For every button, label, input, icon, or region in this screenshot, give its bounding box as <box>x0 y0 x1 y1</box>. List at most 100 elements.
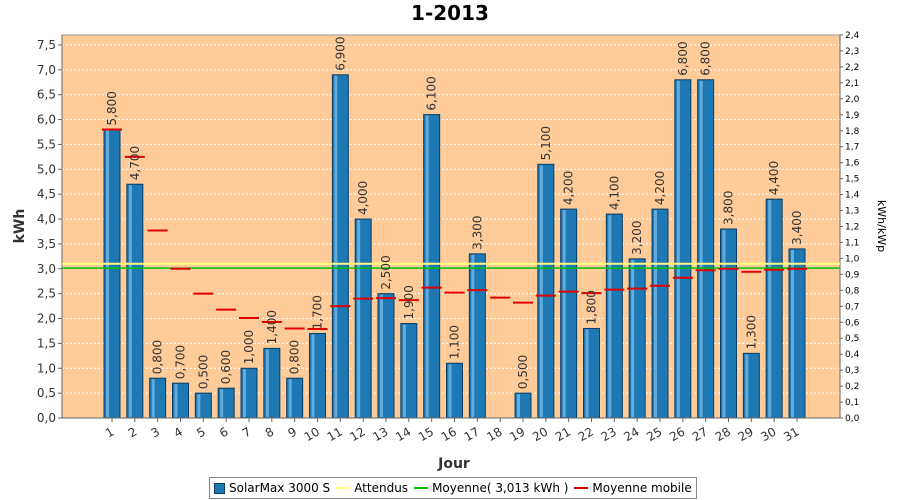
y2-tick-label: 1,5 <box>845 175 859 185</box>
chart-title: 1-2013 <box>411 1 489 25</box>
legend: SolarMax 3000 S Attendus Moyenne( 3,013 … <box>209 477 697 499</box>
bar-highlight <box>699 80 703 417</box>
y2-axis-label: kWh/kWp <box>875 200 888 252</box>
bar-value-labels: 5,800 4,700 0,800 0,700 0,500 0,600 1,000 1,400… <box>105 36 804 389</box>
x-tick-label: 23 <box>599 424 619 444</box>
legend-label: Attendus <box>354 481 409 495</box>
y2-tick-label: 1,3 <box>845 207 859 217</box>
y-tick-label: 3,0 <box>37 262 56 276</box>
bar-highlight <box>768 200 772 417</box>
x-axis: 1 2 3 4 5 6 7 8 9 10 11 12 13 14 15 16 17 18 19 20 21 22 23 24 2… <box>62 417 840 444</box>
y-tick-label: 1,0 <box>37 361 56 375</box>
x-tick-label: 5 <box>194 424 208 440</box>
y-tick-label: 5,5 <box>37 137 56 151</box>
bar-value-label: 5,100 <box>539 126 553 160</box>
legend-label: Moyenne( 3,013 kWh ) <box>432 481 569 495</box>
x-tick-label: 19 <box>507 424 527 444</box>
y2-tick-label: 0,0 <box>845 414 860 424</box>
y-tick-label: 4,0 <box>37 212 56 226</box>
moving-average-series <box>102 128 807 330</box>
x-tick-label: 15 <box>416 424 436 444</box>
x-tick-label: 8 <box>263 424 277 440</box>
bar-value-label: 6,800 <box>676 41 690 75</box>
legend-item-production: SolarMax 3000 S <box>214 481 330 495</box>
bar-highlight <box>471 254 475 417</box>
bar-value-label: 4,000 <box>356 181 370 215</box>
x-tick-label: 28 <box>713 424 733 444</box>
y-tick-label: 7,5 <box>37 38 56 52</box>
bar-value-label: 0,600 <box>219 350 233 384</box>
bar-highlight <box>128 185 132 417</box>
legend-swatch-line <box>414 487 429 489</box>
y2-tick-label: 0,9 <box>845 270 860 280</box>
bar-highlight <box>106 130 109 417</box>
y-axis: 0,0 0,5 1,0 1,5 2,0 2,5 3,0 3,5 4,0 4,5 5,0 5,5 6,0 6… <box>37 35 63 425</box>
bar-value-label: 1,400 <box>265 310 279 344</box>
y2-tick-label: 0,8 <box>845 286 860 296</box>
bar-highlight <box>151 379 155 417</box>
x-tick-label: 14 <box>393 424 413 444</box>
y2-tick-label: 1,0 <box>845 254 860 264</box>
x-tick-label: 3 <box>149 424 163 440</box>
bar-value-label: 0,500 <box>196 355 210 389</box>
x-tick-label: 29 <box>736 424 756 444</box>
x-tick-label: 6 <box>217 424 231 440</box>
bar-highlight <box>265 349 269 417</box>
x-tick-label: 18 <box>484 424 504 444</box>
y2-tick-label: 1,4 <box>845 191 860 201</box>
y2-tick-label: 0,4 <box>845 350 860 360</box>
bar-value-label: 6,800 <box>699 41 713 75</box>
legend-label: SolarMax 3000 S <box>229 481 331 495</box>
bar-value-label: 1,100 <box>448 325 462 359</box>
y-tick-label: 1,5 <box>37 336 56 350</box>
x-tick-label: 7 <box>240 424 254 440</box>
bar-highlight <box>562 210 566 417</box>
y2-tick-label: 0,5 <box>845 334 859 344</box>
bar-highlight <box>380 294 383 417</box>
bar-value-label: 1,300 <box>744 315 758 349</box>
x-tick-label: 16 <box>439 424 459 444</box>
bar-value-label: 4,700 <box>128 146 142 180</box>
x-tick-label: 10 <box>302 424 322 444</box>
bar-highlight <box>197 394 201 417</box>
bar-highlight <box>631 259 635 417</box>
x-tick-label: 4 <box>171 424 185 440</box>
x-tick-label: 25 <box>644 424 664 444</box>
bar-highlight <box>517 394 520 417</box>
y-tick-label: 0,0 <box>37 411 56 425</box>
x-tick-label: 27 <box>690 424 710 444</box>
bar-value-label: 4,400 <box>767 161 781 195</box>
y2-tick-label: 2,2 <box>845 63 859 73</box>
y2-tick-label: 2,4 <box>845 31 860 41</box>
y2-tick-label: 0,1 <box>845 398 859 408</box>
y2-tick-label: 1,2 <box>845 223 859 233</box>
bar-value-label: 3,800 <box>722 191 736 225</box>
bar-value-label: 0,800 <box>288 340 302 374</box>
bar-value-label: 4,200 <box>562 171 576 205</box>
y-tick-label: 7,0 <box>37 63 56 77</box>
bar-value-label: 6,100 <box>425 76 439 110</box>
y2-tick-label: 0,6 <box>845 318 860 328</box>
bar-highlight <box>174 384 178 417</box>
bar-value-label: 3,400 <box>790 211 804 245</box>
legend-item-moving-average: Moyenne mobile <box>574 481 692 495</box>
bar-highlight <box>654 210 657 417</box>
bar-value-label: 1,900 <box>402 285 416 319</box>
y2-tick-label: 0,2 <box>845 382 859 392</box>
legend-swatch-line <box>574 487 589 489</box>
bar-highlight <box>745 354 749 417</box>
y-tick-label: 3,5 <box>37 237 56 251</box>
y2-tick-label: 1,6 <box>845 159 860 169</box>
bar-highlight <box>539 165 543 417</box>
legend-swatch-line <box>336 487 351 489</box>
bar-highlight <box>311 334 315 417</box>
bar-highlight <box>334 75 338 417</box>
bar-value-label: 1,800 <box>585 290 599 324</box>
y-tick-label: 2,0 <box>37 312 56 326</box>
reference-lines <box>62 262 840 269</box>
x-tick-label: 12 <box>347 424 367 444</box>
y2-tick-label: 2,1 <box>845 79 859 89</box>
x-tick-label: 11 <box>325 424 345 444</box>
bar-highlight <box>243 369 246 417</box>
bar-highlight <box>608 215 612 417</box>
